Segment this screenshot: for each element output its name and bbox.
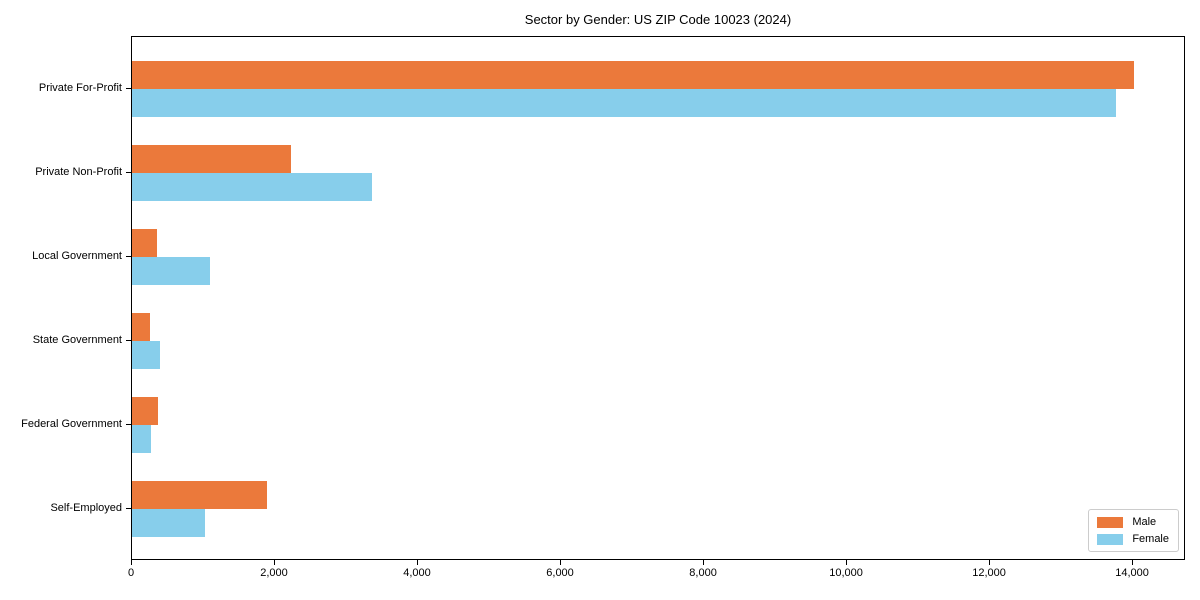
y-axis-label: State Government: [32, 334, 122, 346]
y-axis-tick: [126, 88, 131, 89]
legend-entry-male: Male: [1097, 516, 1169, 528]
x-axis-tick-label: 6,000: [546, 567, 574, 579]
bar-female-5: [132, 425, 151, 453]
x-axis-tick-label: 0: [127, 567, 135, 579]
x-axis-tick: [560, 560, 562, 565]
x-axis-tick-label: 8,000: [689, 567, 717, 579]
bar-male-1: [132, 61, 1135, 89]
y-axis-tick: [126, 256, 131, 257]
bar-male-3: [132, 229, 158, 257]
plot-area: Male Female: [131, 36, 1185, 560]
y-axis-tick: [126, 172, 131, 173]
y-axis-tick: [126, 424, 131, 425]
bar-female-3: [132, 257, 211, 285]
x-axis-tick-label: 2,000: [260, 567, 288, 579]
x-axis-tick: [703, 560, 705, 565]
x-axis-tick: [417, 560, 419, 565]
legend-entry-female: Female: [1097, 533, 1169, 545]
x-axis-tick: [989, 560, 991, 565]
x-axis-tick-label: 12,000: [972, 567, 1006, 579]
y-axis-label: Private Non-Profit: [35, 166, 122, 178]
bar-male-6: [132, 481, 267, 509]
y-axis-tick: [126, 340, 131, 341]
chart-title: Sector by Gender: US ZIP Code 10023 (202…: [524, 12, 792, 27]
bar-female-2: [132, 173, 373, 201]
legend-swatch-male: [1097, 516, 1124, 528]
legend-swatch-female: [1097, 533, 1124, 545]
bar-male-5: [132, 397, 159, 425]
bar-female-1: [132, 89, 1116, 117]
x-axis-tick: [846, 560, 848, 565]
y-axis-label: Local Government: [32, 250, 122, 262]
legend-label: Female: [1132, 533, 1169, 545]
bar-male-2: [132, 145, 291, 173]
x-axis-tick-label: 14,000: [1115, 567, 1149, 579]
bar-male-4: [132, 313, 150, 341]
bar-female-6: [132, 509, 205, 537]
x-axis-tick-label: 4,000: [403, 567, 431, 579]
x-axis-tick-label: 10,000: [829, 567, 863, 579]
x-axis-tick: [131, 560, 132, 565]
y-axis-tick: [126, 508, 131, 509]
y-axis-label: Federal Government: [21, 418, 122, 430]
bar-female-4: [132, 341, 161, 369]
legend: Male Female: [1088, 509, 1179, 552]
y-axis-label: Private For-Profit: [38, 82, 122, 94]
x-axis-tick: [1132, 560, 1134, 565]
y-axis-label: Self-Employed: [50, 502, 122, 514]
x-axis-tick: [274, 560, 275, 565]
legend-label: Male: [1132, 516, 1157, 528]
